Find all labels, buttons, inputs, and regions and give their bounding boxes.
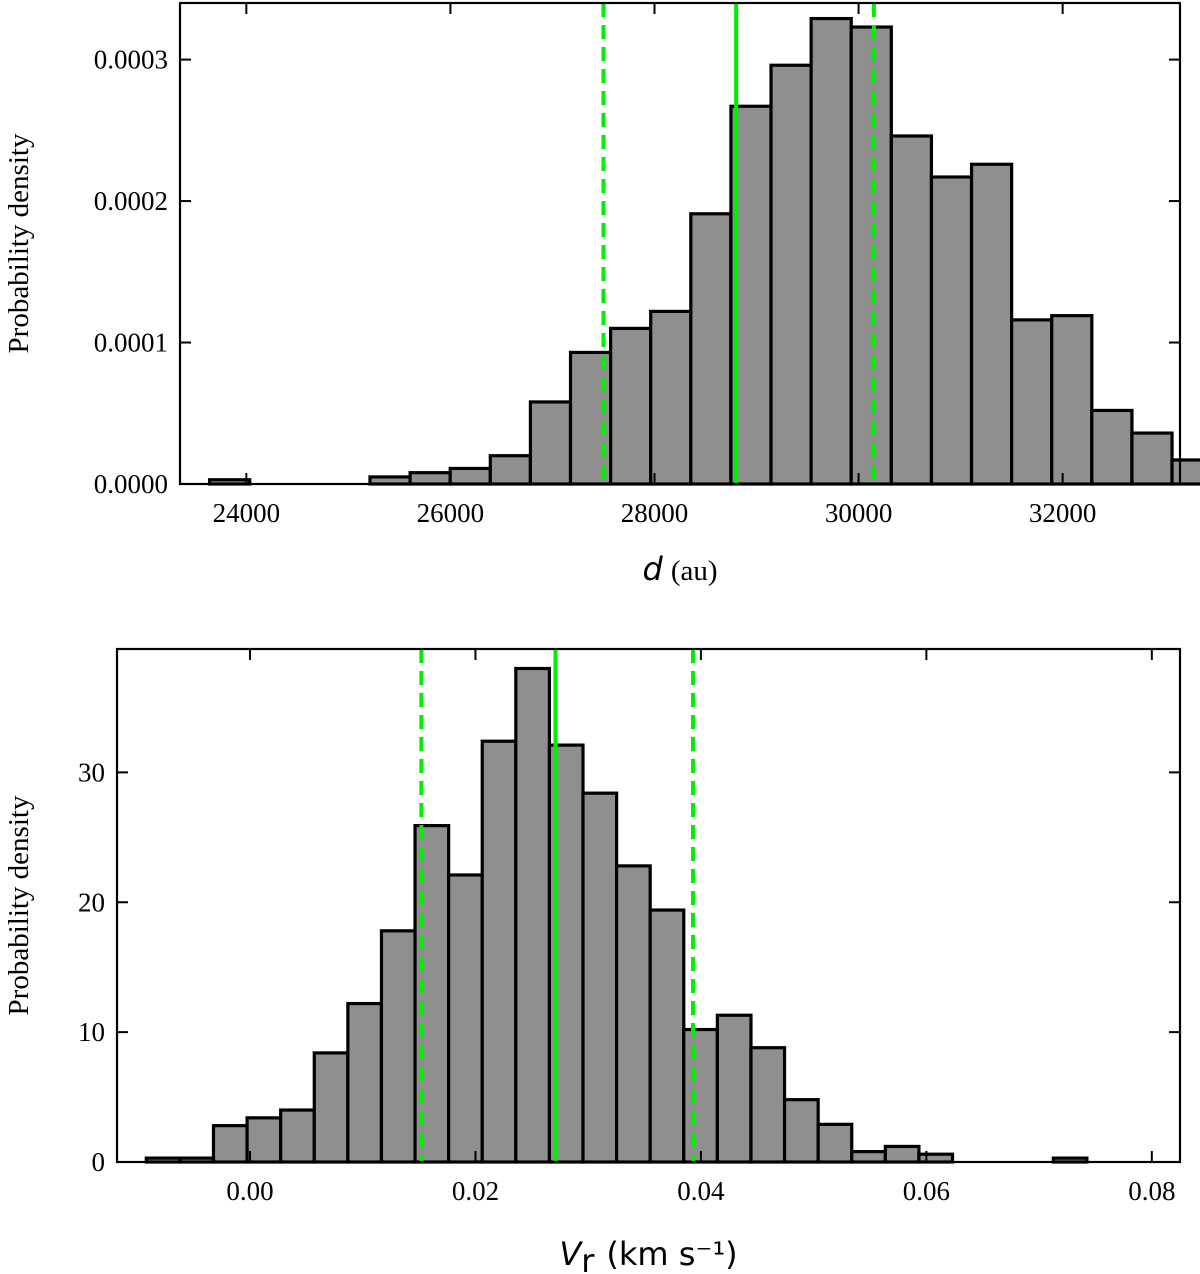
y-tick-label: 0.0001 bbox=[94, 328, 168, 358]
histogram-bar bbox=[581, 791, 619, 1164]
histogram-bar bbox=[883, 1144, 921, 1164]
x-tick-label: 0.08 bbox=[1128, 1176, 1175, 1206]
y-axis-label: Probability density bbox=[3, 133, 35, 353]
x-axis-subscript: r bbox=[581, 1242, 595, 1274]
histogram-bar bbox=[715, 1013, 753, 1164]
x-tick-label: 0.00 bbox=[226, 1176, 273, 1206]
y-tick-label: 10 bbox=[78, 1017, 105, 1047]
histogram-bar bbox=[749, 1046, 787, 1164]
x-axis-symbol: d bbox=[643, 550, 664, 588]
x-tick-label: 0.06 bbox=[903, 1176, 950, 1206]
plot-frame bbox=[115, 647, 1182, 1164]
histogram-bar bbox=[1170, 458, 1200, 486]
radial-velocity-histogram-panel: 0.00 0.02 0.04 0.06 0.08 0 10 20 30 Probability d… bbox=[3, 647, 1182, 1274]
histogram-bar bbox=[312, 1051, 350, 1164]
y-tick-label: 0.0002 bbox=[94, 186, 168, 216]
histogram-bar bbox=[1130, 431, 1174, 486]
x-tick-label: 28000 bbox=[621, 498, 689, 528]
histogram-bar bbox=[929, 175, 974, 486]
histogram-bar bbox=[379, 929, 417, 1164]
histogram-bar bbox=[917, 1152, 955, 1164]
histogram-bar bbox=[782, 1098, 820, 1164]
histogram-bar bbox=[480, 739, 518, 1164]
histogram-bar bbox=[211, 1124, 249, 1164]
histogram-bar bbox=[448, 466, 492, 486]
histogram-bar bbox=[346, 1001, 384, 1164]
histogram-bar bbox=[609, 326, 653, 486]
y-tick-label: 0.0003 bbox=[94, 45, 168, 75]
x-tick-label: 24000 bbox=[213, 498, 281, 528]
histogram-bar bbox=[648, 908, 686, 1164]
histogram-bar bbox=[850, 1150, 887, 1164]
y-tick-label: 20 bbox=[78, 887, 105, 917]
x-axis-label: Vr (km s⁻¹) bbox=[559, 1235, 737, 1274]
histogram-bar bbox=[488, 454, 533, 486]
histogram-bar bbox=[408, 471, 452, 486]
histogram-bar bbox=[809, 16, 853, 486]
x-tick-label: 32000 bbox=[1029, 498, 1097, 528]
histogram-bar bbox=[245, 1116, 283, 1164]
histogram-bar bbox=[689, 212, 733, 486]
histogram-bar bbox=[1050, 314, 1094, 486]
x-axis-unit: (km s⁻¹) bbox=[606, 1235, 737, 1273]
histogram-bar bbox=[816, 1122, 854, 1164]
y-axis-label: Probability density bbox=[3, 795, 35, 1015]
histogram-bar bbox=[682, 1027, 719, 1164]
histogram-bar bbox=[1090, 408, 1134, 486]
y-tick-label: 0.0000 bbox=[94, 469, 168, 499]
x-tick-label: 0.02 bbox=[452, 1176, 499, 1206]
histogram-bar bbox=[1010, 318, 1054, 486]
x-tick-label: 30000 bbox=[825, 498, 893, 528]
histogram-bar bbox=[514, 666, 552, 1164]
histogram-bar bbox=[528, 400, 573, 486]
histogram-bar bbox=[279, 1108, 316, 1164]
histogram-bar bbox=[614, 864, 652, 1164]
x-axis-symbol: V bbox=[559, 1235, 583, 1273]
distance-histogram-panel: 24000 26000 28000 30000 32000 0.0000 0.0001 0.0… bbox=[3, 1, 1200, 588]
plot-frame bbox=[178, 1, 1182, 486]
y-tick-label: 30 bbox=[78, 757, 105, 787]
histogram-bar bbox=[849, 25, 893, 486]
x-axis-label: d (au) bbox=[643, 550, 718, 588]
histogram-bar bbox=[889, 134, 934, 486]
y-tick-label: 0 bbox=[92, 1147, 106, 1177]
histogram-bar bbox=[447, 873, 484, 1164]
x-axis-unit: (au) bbox=[671, 555, 718, 587]
histogram-bar bbox=[568, 350, 613, 486]
histogram-bar bbox=[969, 162, 1014, 486]
x-tick-label: 0.04 bbox=[677, 1176, 725, 1206]
x-tick-label: 26000 bbox=[417, 498, 485, 528]
histogram-bar bbox=[649, 309, 693, 486]
histogram-bar bbox=[769, 63, 813, 486]
